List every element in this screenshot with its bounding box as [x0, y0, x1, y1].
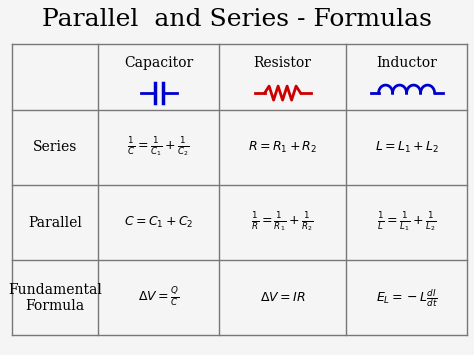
Text: $\Delta V = \frac{Q}{C}$: $\Delta V = \frac{Q}{C}$	[138, 286, 179, 310]
Text: Inductor: Inductor	[376, 56, 437, 70]
Text: Series: Series	[33, 141, 77, 154]
Text: $\frac{1}{R} = \frac{1}{R_1} + \frac{1}{R_2}$: $\frac{1}{R} = \frac{1}{R_1} + \frac{1}{…	[251, 211, 314, 234]
Text: $\frac{1}{L} = \frac{1}{L_1} + \frac{1}{L_2}$: $\frac{1}{L} = \frac{1}{L_1} + \frac{1}{…	[377, 211, 436, 234]
Text: $L = L_1 + L_2$: $L = L_1 + L_2$	[374, 140, 438, 155]
Text: Parallel  and Series - Formulas: Parallel and Series - Formulas	[42, 8, 432, 31]
Text: Capacitor: Capacitor	[124, 56, 193, 70]
Text: $C = C_1 + C_2$: $C = C_1 + C_2$	[124, 215, 193, 230]
Text: $R = R_1 + R_2$: $R = R_1 + R_2$	[248, 140, 317, 155]
Text: Parallel: Parallel	[28, 215, 82, 230]
Text: $\frac{1}{C} = \frac{1}{C_1} + \frac{1}{C_2}$: $\frac{1}{C} = \frac{1}{C_1} + \frac{1}{…	[128, 136, 190, 159]
Text: $E_L = -L\frac{dI}{dt}$: $E_L = -L\frac{dI}{dt}$	[375, 287, 438, 309]
Text: Fundamental
Formula: Fundamental Formula	[8, 283, 102, 313]
Text: Resistor: Resistor	[254, 56, 311, 70]
Text: $\Delta V = IR$: $\Delta V = IR$	[260, 291, 305, 304]
